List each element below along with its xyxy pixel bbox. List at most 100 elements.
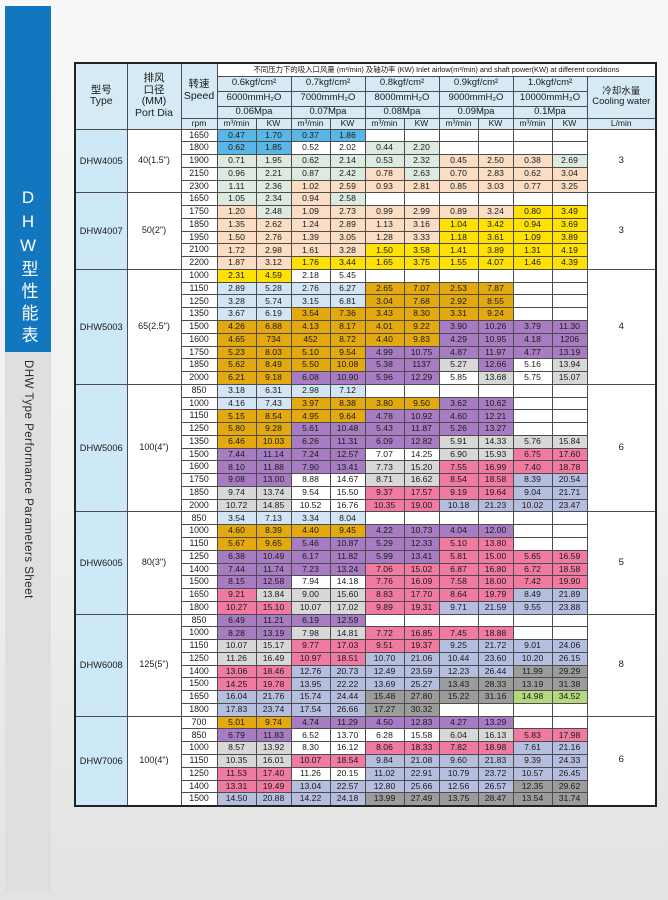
rpm-cell: 1500 (180, 447, 218, 462)
power-cell: 8.03 (255, 345, 292, 360)
power-cell: 14.81 (329, 626, 366, 641)
rpm-cell: 1150 (180, 754, 218, 768)
power-cell: 21.16 (551, 741, 588, 756)
rpm-cell: 1250 (180, 651, 218, 666)
power-cell: 15.10 (255, 600, 292, 615)
flow-cell: 6.19 (290, 613, 331, 628)
power-cell: 12.33 (403, 537, 440, 551)
flow-cell: 6.46 (216, 434, 257, 449)
power-cell: 26.45 (551, 766, 588, 781)
power-cell: 13.70 (329, 728, 366, 743)
power-cell: 24.33 (551, 754, 588, 768)
flow-cell: 5.62 (216, 358, 257, 373)
power-cell: 8.55 (477, 294, 514, 309)
power-cell: 15.93 (477, 447, 514, 462)
power-cell: 28.33 (477, 677, 514, 692)
power-cell: 9.50 (403, 396, 440, 411)
power-cell: 10.08 (329, 358, 366, 373)
header-mpa-4: 0.1Mpa (512, 105, 588, 119)
flow-cell: 0.70 (438, 166, 479, 181)
rpm-cell: 1000 (180, 741, 218, 756)
flow-cell: 10.27 (216, 600, 257, 615)
flow-cell: 5.67 (216, 537, 257, 551)
rpm-cell: 1150 (180, 281, 218, 296)
flow-cell: 8.54 (438, 473, 479, 487)
power-cell (403, 268, 440, 283)
flow-cell: 12.49 (364, 664, 405, 679)
power-cell (477, 613, 514, 628)
power-cell: 3.61 (477, 230, 514, 245)
flow-cell: 3.31 (438, 307, 479, 321)
power-cell: 8.39 (255, 524, 292, 538)
rpm-cell: 1950 (180, 230, 218, 245)
rpm-cell: 2300 (180, 179, 218, 194)
power-cell: 10.87 (329, 537, 366, 551)
flow-cell: 9.21 (216, 588, 257, 602)
power-cell: 12.21 (477, 409, 514, 424)
power-cell: 10.95 (477, 332, 514, 347)
power-cell: 2.32 (403, 154, 440, 168)
power-cell (403, 613, 440, 628)
power-cell: 7.13 (255, 511, 292, 526)
flow-cell: 1.35 (216, 217, 257, 232)
flow-cell: 6.28 (364, 728, 405, 743)
power-cell: 19.64 (477, 485, 514, 500)
power-cell (551, 307, 588, 321)
flow-cell: 4.04 (438, 524, 479, 538)
header-mmh2o-4: 10000mmH₂O (512, 90, 588, 107)
power-cell (551, 511, 588, 526)
flow-cell: 9.39 (512, 754, 553, 768)
header-mpa-1: 0.07Mpa (290, 105, 366, 119)
cooling-cell: 3 (586, 192, 657, 270)
flow-cell (512, 537, 553, 551)
power-cell: 14.85 (255, 498, 292, 513)
flow-cell: 9.89 (364, 600, 405, 615)
power-cell: 10.62 (477, 396, 514, 411)
power-cell: 2.69 (551, 154, 588, 168)
power-cell: 14.67 (329, 473, 366, 487)
power-cell: 4.39 (551, 256, 588, 270)
power-cell: 1206 (551, 332, 588, 347)
header-mmh2o-0: 6000mmH₂O (216, 90, 292, 107)
power-cell: 10.90 (329, 371, 366, 385)
power-cell: 2.34 (255, 192, 292, 207)
flow-cell: 4.74 (290, 715, 331, 730)
flow-cell: 7.07 (364, 447, 405, 462)
flow-cell: 0.62 (216, 141, 257, 156)
flow-cell: 11.26 (216, 651, 257, 666)
flow-cell: 17.27 (364, 702, 405, 717)
header-speed: 转速 Speed (180, 62, 218, 119)
power-cell (403, 192, 440, 207)
flow-cell: 0.44 (364, 141, 405, 156)
flow-cell: 17.54 (290, 702, 331, 717)
power-cell: 1.70 (255, 128, 292, 143)
rpm-cell: 1800 (180, 600, 218, 615)
flow-cell: 1.09 (290, 205, 331, 219)
flow-cell: 7.94 (290, 575, 331, 590)
cooling-cell: 5 (586, 511, 657, 615)
power-cell: 16.85 (403, 626, 440, 641)
flow-cell: 1.41 (438, 243, 479, 258)
power-cell (551, 141, 588, 156)
power-cell: 12.66 (477, 358, 514, 373)
flow-cell: 11.26 (290, 766, 331, 781)
flow-cell: 9.04 (512, 485, 553, 500)
power-cell: 23.74 (255, 702, 292, 717)
flow-cell: 7.61 (512, 741, 553, 756)
flow-cell: 7.24 (290, 447, 331, 462)
power-cell: 9.22 (403, 319, 440, 334)
power-cell: 11.83 (255, 728, 292, 743)
flow-cell: 5.61 (290, 422, 331, 436)
flow-cell: 9.54 (290, 485, 331, 500)
power-cell (551, 128, 588, 143)
flow-cell: 15.74 (290, 690, 331, 704)
rpm-cell: 1750 (180, 345, 218, 360)
power-cell: 12.29 (403, 371, 440, 385)
power-cell: 17.57 (403, 485, 440, 500)
flow-cell: 10.35 (364, 498, 405, 513)
flow-cell: 7.42 (512, 575, 553, 590)
model-cell: DHW5006 (74, 383, 128, 513)
flow-cell: 7.72 (364, 626, 405, 641)
model-cell: DHW6008 (74, 613, 128, 717)
flow-cell (438, 268, 479, 283)
